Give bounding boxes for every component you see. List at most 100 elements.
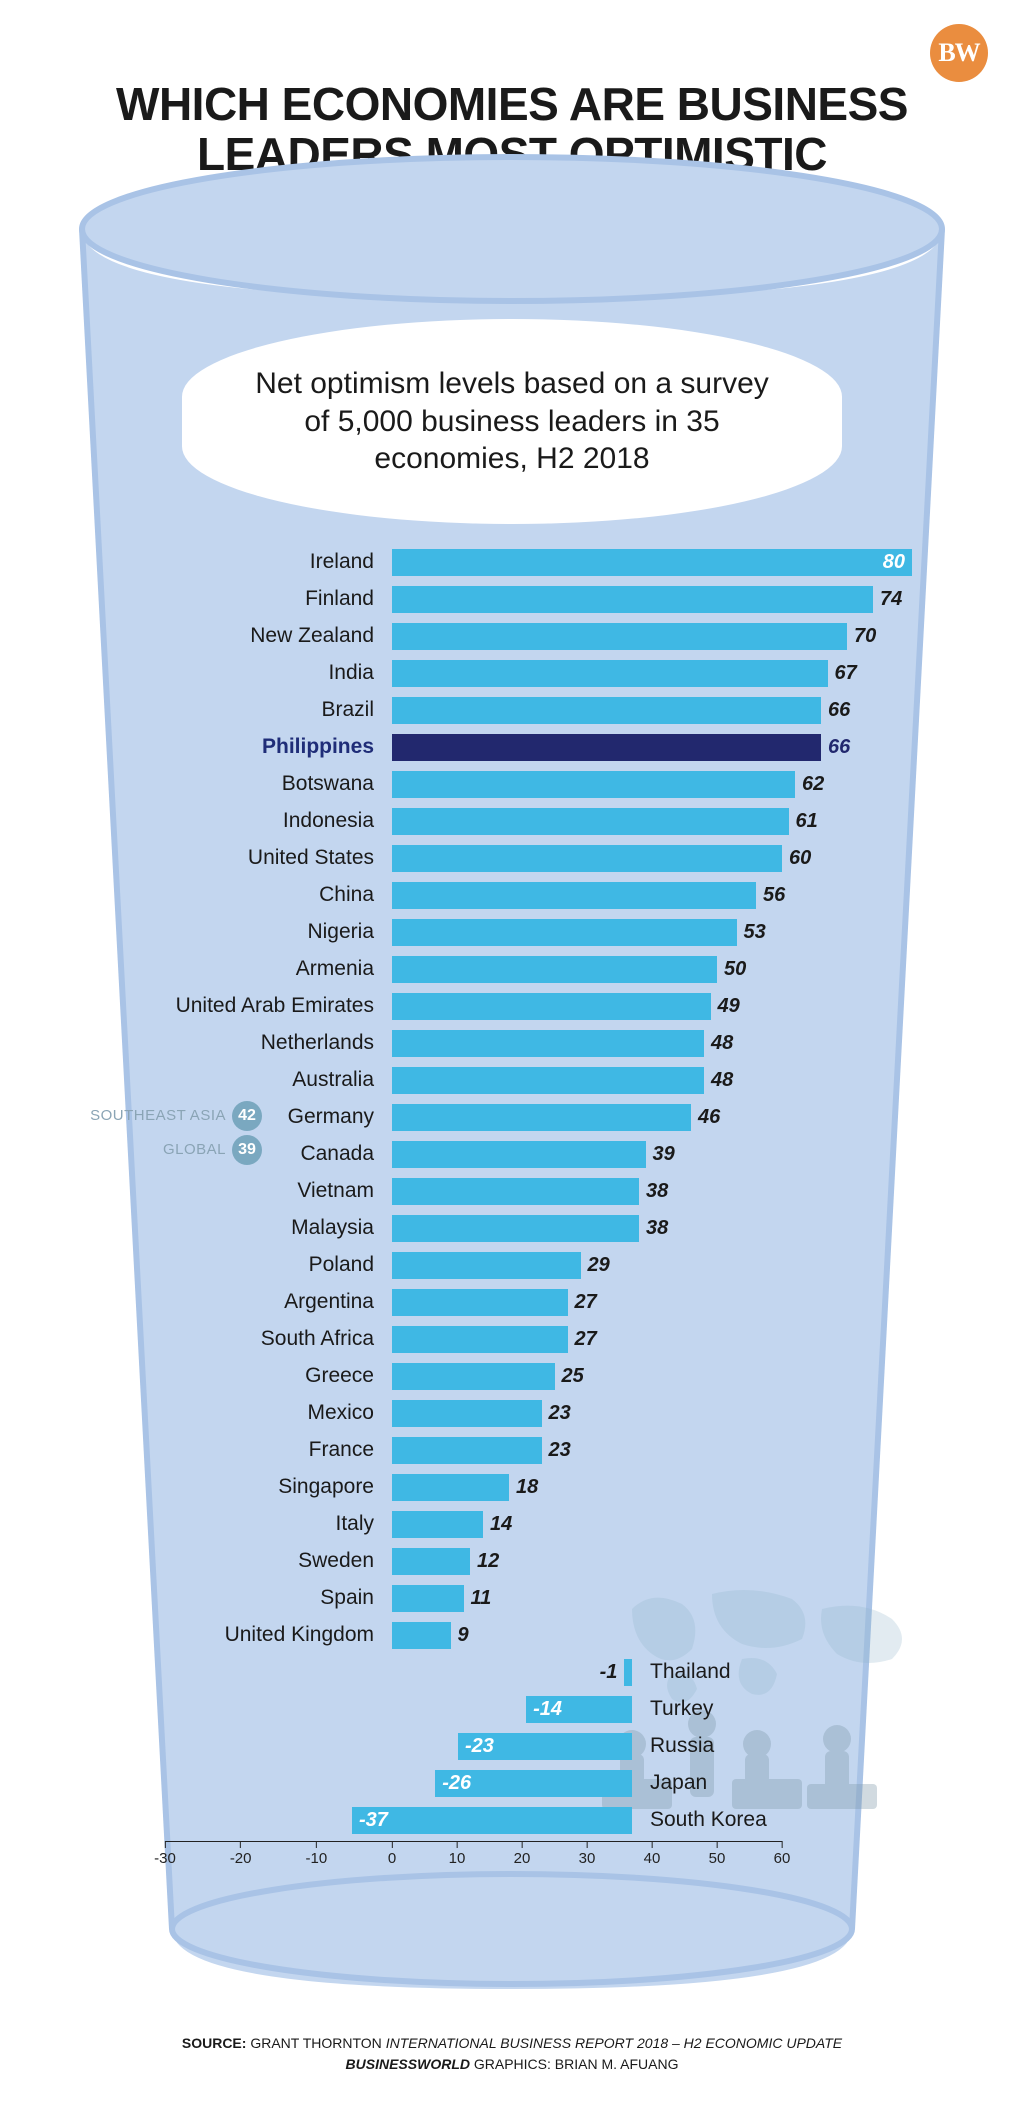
bar-value: 61 — [789, 810, 825, 833]
country-label: Turkey — [632, 1697, 912, 1721]
bar: 23 — [392, 1437, 542, 1464]
bar-zone: -1 — [112, 1654, 632, 1691]
chart-row: Malaysia38 — [112, 1210, 912, 1247]
axis-tick: -10 — [305, 1841, 327, 1867]
chart-row: Philippines 66 — [112, 729, 912, 766]
source-text: GRANT THORNTON — [250, 2035, 385, 2051]
chart-row: South Africa27 — [112, 1321, 912, 1358]
bar-value: 49 — [711, 995, 747, 1018]
bar: 74 — [392, 586, 873, 613]
bar-zone: 74 — [392, 581, 912, 618]
bar: 80 — [392, 549, 912, 576]
bar: 25 — [392, 1363, 555, 1390]
axis-tick: 50 — [709, 1841, 726, 1867]
bar-value: 66 — [821, 736, 857, 759]
annotation-row: SOUTHEAST ASIA42 — [82, 1101, 262, 1131]
bar: 50 — [392, 956, 717, 983]
bar: 38 — [392, 1178, 639, 1205]
country-label: Philippines — [112, 735, 392, 759]
bar-zone: 27 — [392, 1321, 912, 1358]
country-label: United Kingdom — [112, 1623, 392, 1647]
bar-value: 27 — [568, 1291, 604, 1314]
chart-row: Mexico23 — [112, 1395, 912, 1432]
chart-row: India67 — [112, 655, 912, 692]
bar-zone: 12 — [392, 1543, 912, 1580]
bar-value: -1 — [593, 1661, 625, 1684]
bar: 70 — [392, 623, 847, 650]
subtitle-bubble: Net optimism levels based on a survey of… — [182, 319, 842, 524]
bar-zone: 66 — [392, 729, 912, 766]
chart-row: Brazil66 — [112, 692, 912, 729]
country-label: Netherlands — [112, 1031, 392, 1055]
chart-row: Botswana62 — [112, 766, 912, 803]
country-label: Thailand — [632, 1660, 912, 1684]
bar-value: 39 — [646, 1143, 682, 1166]
chart-row: Spain11 — [112, 1580, 912, 1617]
bar: 27 — [392, 1289, 568, 1316]
bar-zone: 60 — [392, 840, 912, 877]
bar-value: 38 — [639, 1180, 675, 1203]
bar-zone: 29 — [392, 1247, 912, 1284]
bar-zone: 50 — [392, 951, 912, 988]
chart-row: Sweden12 — [112, 1543, 912, 1580]
axis-tick: -30 — [154, 1841, 176, 1867]
bar-zone: 48 — [392, 1062, 912, 1099]
bar-zone: 46 — [392, 1099, 912, 1136]
chart-row: United Arab Emirates 49 — [112, 988, 912, 1025]
bar-zone: 48 — [392, 1025, 912, 1062]
graphics-text: GRAPHICS: BRIAN M. AFUANG — [474, 2056, 679, 2072]
chart-row: China56 — [112, 877, 912, 914]
bar: 60 — [392, 845, 782, 872]
axis-tick: 40 — [644, 1841, 661, 1867]
source-label: SOURCE: — [182, 2035, 247, 2051]
chart-row: Russia-23 — [112, 1728, 912, 1765]
bar: 27 — [392, 1326, 568, 1353]
country-label: Italy — [112, 1512, 392, 1536]
chart-row: Vietnam38 — [112, 1173, 912, 1210]
bar-zone: -14 — [112, 1691, 632, 1728]
bar: 38 — [392, 1215, 639, 1242]
glass-container: Net optimism levels based on a survey of… — [32, 99, 992, 2019]
bar-value: 60 — [782, 847, 818, 870]
bar: 29 — [392, 1252, 581, 1279]
country-label: Finland — [112, 587, 392, 611]
country-label: Greece — [112, 1364, 392, 1388]
bar: 12 — [392, 1548, 470, 1575]
bar-value: 23 — [542, 1402, 578, 1425]
bar-value: -26 — [435, 1772, 478, 1795]
bar-chart: Ireland80Finland74New Zealand70India67Br… — [112, 544, 912, 1875]
bar-zone: -23 — [112, 1728, 632, 1765]
bar-value: -14 — [526, 1698, 569, 1721]
bar: 61 — [392, 808, 789, 835]
bar-value: 74 — [873, 588, 909, 611]
country-label: United Arab Emirates — [112, 994, 392, 1018]
country-label: Russia — [632, 1734, 912, 1758]
bar-value: -37 — [352, 1809, 395, 1832]
bar-zone: 25 — [392, 1358, 912, 1395]
infographic-page: BW WHICH ECONOMIES ARE BUSINESS LEADERS … — [0, 0, 1024, 2105]
country-label: Malaysia — [112, 1216, 392, 1240]
bar-zone: 49 — [392, 988, 912, 1025]
bar-value: 67 — [828, 662, 864, 685]
bar-value: 9 — [451, 1624, 476, 1647]
country-label: Indonesia — [112, 809, 392, 833]
bar-value: 53 — [737, 921, 773, 944]
bar-zone: 39 — [392, 1136, 912, 1173]
bar-value: 25 — [555, 1365, 591, 1388]
country-label: Vietnam — [112, 1179, 392, 1203]
bar-value: 27 — [568, 1328, 604, 1351]
chart-row: Singapore18 — [112, 1469, 912, 1506]
country-label: Australia — [112, 1068, 392, 1092]
bar-zone: 70 — [392, 618, 912, 655]
axis-tick: -20 — [230, 1841, 252, 1867]
bar: 11 — [392, 1585, 464, 1612]
chart-row: Argentina27 — [112, 1284, 912, 1321]
chart-row: South Korea-37 — [112, 1802, 912, 1839]
bar-value: 50 — [717, 958, 753, 981]
bar-value: 18 — [509, 1476, 545, 1499]
footer-credits: SOURCE: GRANT THORNTON INTERNATIONAL BUS… — [30, 2033, 994, 2075]
bar: 9 — [392, 1622, 451, 1649]
annotation-badge: 42 — [232, 1101, 262, 1131]
country-label: Nigeria — [112, 920, 392, 944]
bar-value: 46 — [691, 1106, 727, 1129]
